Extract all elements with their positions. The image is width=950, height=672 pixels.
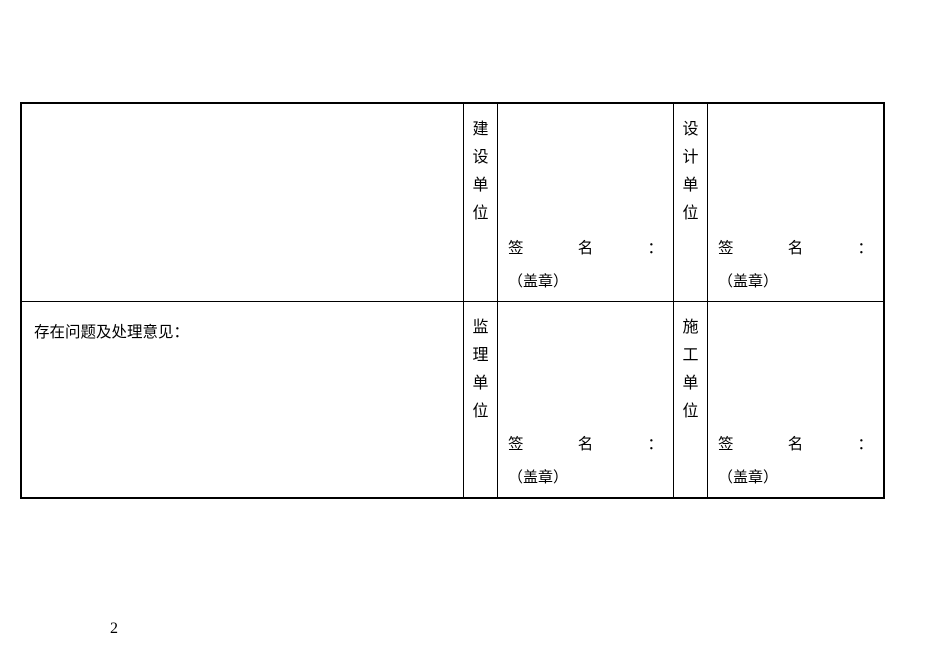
- signature-line: 签 名 ：: [508, 432, 663, 454]
- vert-char: 计: [680, 144, 701, 172]
- sign-label: 签: [718, 432, 734, 454]
- colon: ：: [857, 236, 873, 258]
- vert-char: 设: [680, 116, 701, 144]
- colon: ：: [857, 432, 873, 454]
- stamp-label: （盖章）: [718, 270, 873, 291]
- unit-label-supervision: 监 理 单 位: [464, 302, 498, 498]
- stamp-label: （盖章）: [718, 466, 873, 487]
- issue-cell-top: [22, 104, 464, 302]
- vert-char: 工: [680, 342, 701, 370]
- vert-char: 位: [470, 398, 491, 426]
- signature-cell-design: 签 名 ： （盖章）: [708, 104, 884, 302]
- signature-line: 签 名 ：: [718, 432, 873, 454]
- unit-label-construction: 施 工 单 位: [674, 302, 708, 498]
- vert-char: 监: [470, 314, 491, 342]
- name-label: 名: [788, 432, 804, 454]
- sign-label: 签: [718, 236, 734, 258]
- issue-label: 存在问题及处理意见：: [34, 320, 451, 342]
- signature-table: 建 设 单 位 签 名 ： （盖章） 设: [20, 102, 885, 499]
- name-label: 名: [788, 236, 804, 258]
- stamp-label: （盖章）: [508, 270, 663, 291]
- signature-cell-construction-owner: 签 名 ： （盖章）: [498, 104, 674, 302]
- vert-char: 位: [470, 200, 491, 228]
- vert-char: 单: [680, 370, 701, 398]
- signature-cell-construction: 签 名 ： （盖章）: [708, 302, 884, 498]
- vert-char: 单: [470, 370, 491, 398]
- signature-cell-supervision: 签 名 ： （盖章）: [498, 302, 674, 498]
- vert-char: 设: [470, 144, 491, 172]
- vert-char: 建: [470, 116, 491, 144]
- page-number: 2: [110, 620, 118, 638]
- issue-cell-bottom: 存在问题及处理意见：: [22, 302, 464, 498]
- vert-char: 单: [680, 172, 701, 200]
- vert-char: 施: [680, 314, 701, 342]
- vert-char: 理: [470, 342, 491, 370]
- colon: ：: [647, 236, 663, 258]
- name-label: 名: [578, 236, 594, 258]
- colon: ：: [647, 432, 663, 454]
- unit-label-design: 设 计 单 位: [674, 104, 708, 302]
- unit-label-construction-owner: 建 设 单 位: [464, 104, 498, 302]
- signature-line: 签 名 ：: [508, 236, 663, 258]
- signature-line: 签 名 ：: [718, 236, 873, 258]
- vert-char: 位: [680, 200, 701, 228]
- vert-char: 单: [470, 172, 491, 200]
- sign-label: 签: [508, 236, 524, 258]
- vert-char: 位: [680, 398, 701, 426]
- sign-label: 签: [508, 432, 524, 454]
- stamp-label: （盖章）: [508, 466, 663, 487]
- name-label: 名: [578, 432, 594, 454]
